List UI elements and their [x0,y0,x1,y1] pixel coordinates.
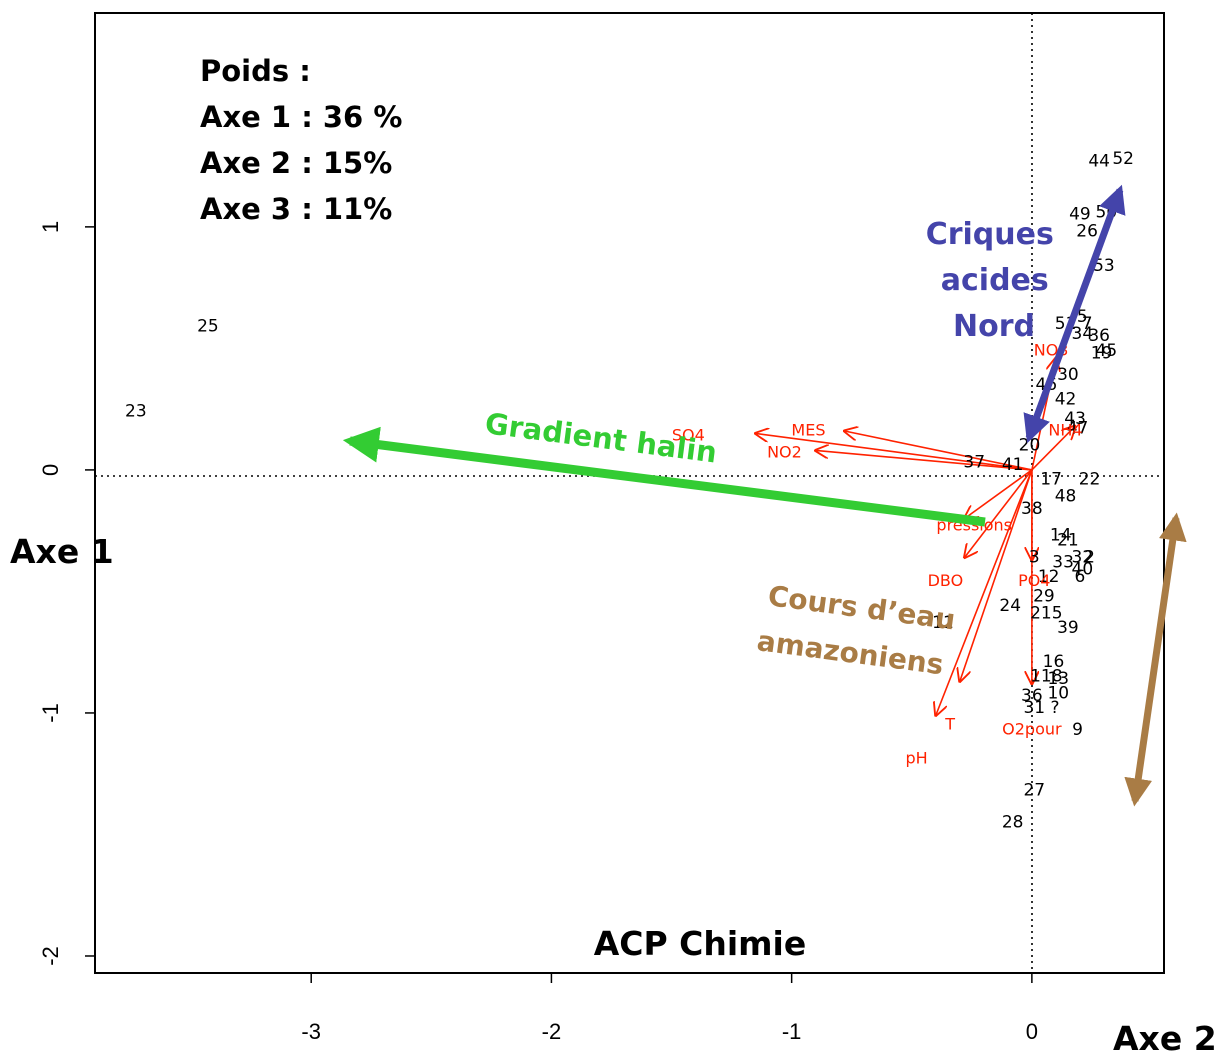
observation-label: 36 [1021,686,1043,706]
y-tick-label: -1 [38,703,63,723]
observation-label: 215 [1030,603,1062,623]
criques-annotation: Criques acides Nord [926,217,1065,344]
weights-axis-1: Axe 1 : 36 % [200,100,402,134]
weights-axis-3: Axe 3 : 11% [200,192,392,226]
amazoniens-annotation: Cours d’eau amazoniens [755,579,967,684]
y-tick-label: 0 [38,464,63,476]
variable-arrow [965,469,1033,519]
weights-axis-2: Axe 2 : 15% [200,146,392,180]
x-tick-label: -3 [301,1019,321,1044]
y-tick-label: -2 [38,946,63,966]
x-tick-label: 0 [1026,1019,1038,1044]
observation-label: 41 [1002,455,1024,475]
observation-label: 29 [1033,586,1055,606]
variable-arrow [936,469,1033,715]
variable-arrow [960,469,1033,681]
observation-label: 44 [1088,151,1110,171]
observation-label: 6 [1075,567,1086,587]
amazoniens-annotation-line: amazoniens [755,624,945,681]
observation-label: 38 [1021,499,1043,519]
variable-arrow [845,431,1033,471]
variable-label: SO4 [672,425,705,444]
variable-arrow [756,433,1032,471]
chart-title: ACP Chimie [594,924,807,963]
y-axis-label: Axe 1 [10,532,114,571]
x-tick-label: -2 [542,1019,562,1044]
variable-label: PO4 [1018,571,1050,590]
x-axis-label: Axe 2 [1113,1019,1217,1054]
observation-label: 10 [1047,684,1069,704]
variable-label: MES [791,421,825,440]
observation-label: 40 [1072,560,1094,580]
observation-label: 19 [1091,343,1113,363]
observation-label: 42 [1055,389,1077,409]
observation-label: 24 [999,596,1021,616]
variable-label: NO2 [767,442,802,461]
observation-label: 118 [1030,666,1062,686]
y-tick-label: 1 [38,221,63,233]
observation-label: 23 [125,402,147,422]
observation-label: 25 [197,317,219,337]
observation-label: 33 [1052,552,1074,572]
weights-heading: Poids : [200,54,311,88]
observation-label: 11 [932,613,954,633]
observation-label: 37 [963,453,985,473]
variable-label: O2pour [1002,719,1062,738]
halin-arrow [342,426,986,527]
observation-label: 30 [1057,365,1079,385]
x-tick-label: -1 [782,1019,802,1044]
observation-label: 26 [1076,222,1098,242]
variable-label: pH [905,749,927,768]
observation-label: 3 [1029,547,1040,567]
criques-annotation-line: Criques [926,217,1054,252]
observation-label: 14 [1050,526,1072,546]
observation-label: 21 [1057,530,1079,550]
axes: -3 -2 -1 0 -2 -1 0 1 [38,221,1038,1044]
criques-arrow [1023,184,1126,444]
criques-annotation-line: Nord [953,309,1035,344]
variable-arrow [816,450,1032,471]
variable-label: NH4 [1048,421,1082,440]
observation-label: 52 [1112,149,1134,169]
plot-frame [94,12,1165,974]
variable-arrow [965,469,1033,557]
observation-label: 32 [1072,547,1094,567]
amazoniens-arrow [1124,512,1187,807]
variable-label: T [944,715,955,734]
observation-label: 16 [1043,652,1065,672]
variable-label: DBO [928,571,964,590]
observation-label: 48 [1055,487,1077,507]
observation-label: 12 [1038,567,1060,587]
observation-label: 28 [1002,812,1024,832]
observation-label: 2 [1084,547,1095,567]
observation-label: 39 [1057,618,1079,638]
observation-label: 31 ? [1023,698,1059,718]
criques-annotation-line: acides [941,263,1049,298]
observation-label: 27 [1023,781,1045,801]
observation-label: 20 [1019,436,1041,456]
observation-label: 17 [1040,470,1062,490]
observation-label: 13 [1047,669,1069,689]
observation-label: 22 [1079,470,1101,490]
observation-label: 9 [1072,720,1083,740]
